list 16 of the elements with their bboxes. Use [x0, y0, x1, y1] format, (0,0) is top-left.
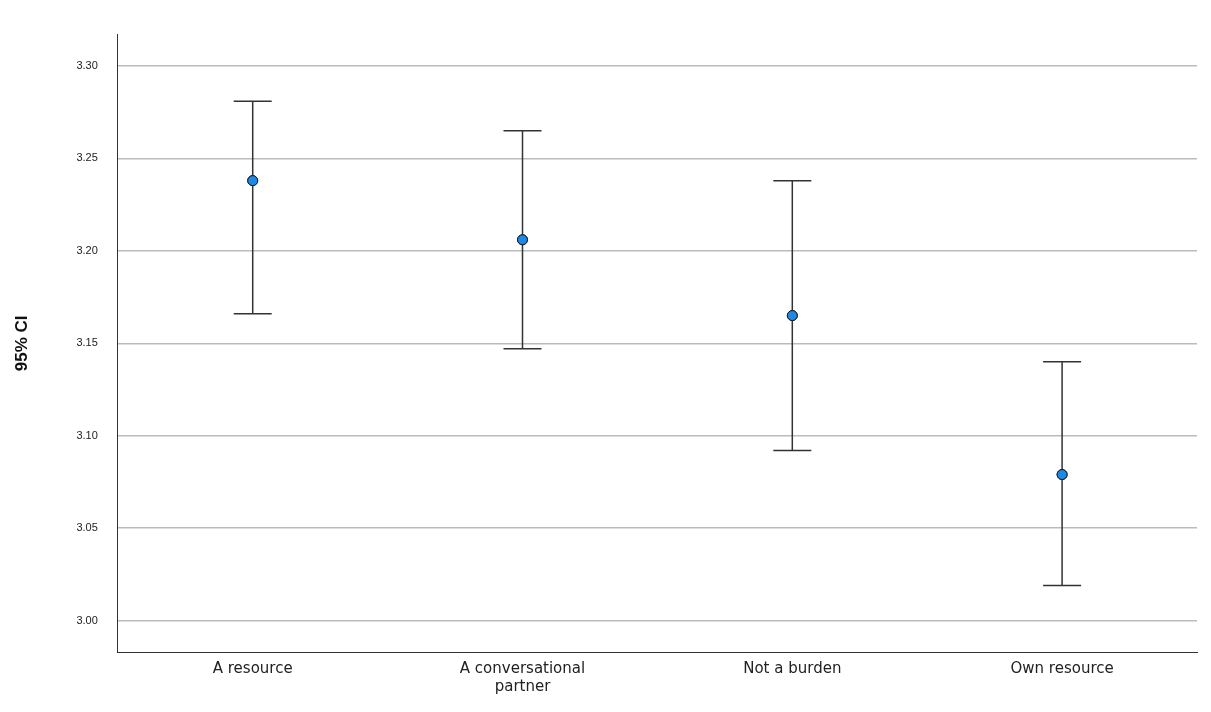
y-tick-label: 3.25 [76, 151, 98, 164]
x-tick-label: Own resource [1010, 658, 1114, 677]
x-tick-label: A resource [212, 658, 293, 677]
x-tick-label: A conversational partner [459, 658, 586, 695]
point [1056, 469, 1068, 481]
y-tick-label: 3.05 [76, 521, 98, 534]
point [247, 175, 259, 187]
y-tick-label: 3.00 [76, 613, 98, 626]
point [786, 310, 798, 322]
y-tick-label: 3.10 [76, 428, 98, 441]
point [517, 234, 529, 246]
y-tick-label: 3.15 [76, 336, 98, 349]
y-tick-label: 3.30 [76, 59, 98, 72]
y-tick-label: 3.20 [76, 243, 98, 256]
x-tick-label: Not a burden [743, 658, 842, 677]
y-axis-title: 95% CI [11, 315, 31, 372]
